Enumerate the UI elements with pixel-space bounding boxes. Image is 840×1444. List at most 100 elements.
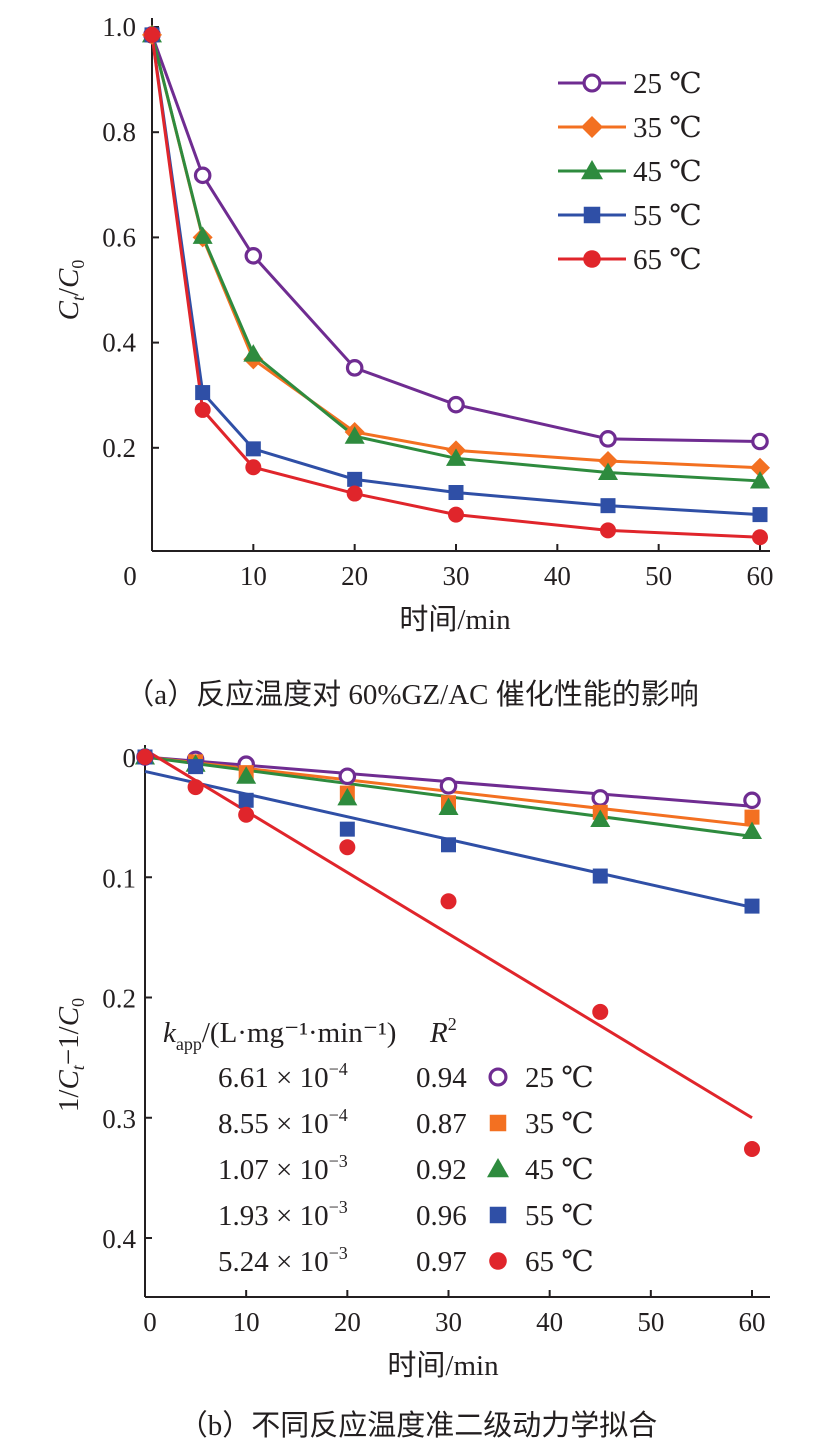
chart-b-x-axis-label: 时间/min: [387, 1349, 499, 1382]
data-point: [339, 821, 355, 837]
data-point: [590, 809, 611, 828]
kinetics-legend-label: 55 ℃: [525, 1200, 594, 1232]
data-point: [347, 471, 363, 487]
data-point: [744, 809, 760, 825]
data-point: [744, 898, 760, 914]
chart-b-kinetics-table: kapp/(L·mg⁻¹·min⁻¹) R2 6.61 × 10−4 0.94 25…: [163, 1014, 594, 1278]
data-point: [137, 749, 153, 765]
kinetics-header: kapp/(L·mg⁻¹·min⁻¹): [163, 1017, 396, 1054]
kinetics-r2-value: 0.92: [416, 1154, 467, 1186]
kinetics-r2-value: 0.87: [416, 1108, 467, 1140]
chart-a-x-tick-label: 50: [645, 561, 672, 591]
chart-a-y-tick-label: 1.0: [102, 12, 136, 42]
data-point: [344, 426, 365, 444]
data-point: [238, 792, 254, 808]
data-point: [592, 1003, 609, 1020]
kinetics-legend-marker: [489, 1114, 507, 1132]
kinetics-legend-label: 65 ℃: [525, 1246, 594, 1278]
kinetics-legend-label: 35 ℃: [525, 1108, 594, 1140]
kinetics-legend-marker: [489, 1252, 507, 1270]
chart-a-axes: 0 10 20 30 40 50 60 0.2 0.4 0.6 0.8 1.0: [102, 12, 773, 591]
chart-b-marks: [135, 747, 762, 1158]
data-point: [338, 767, 357, 786]
chart-a-x-tick-label: 30: [443, 561, 470, 591]
data-point: [599, 430, 617, 448]
chart-b-y-tick-label: 0.4: [102, 1224, 136, 1254]
kinetics-legend-marker: [488, 1067, 508, 1087]
data-point: [598, 450, 618, 471]
chart-b-x-tick-label: 0: [143, 1307, 157, 1337]
data-point: [448, 485, 464, 501]
legend-label: 65 ℃: [633, 244, 702, 276]
chart-a-x-tick-label: 60: [747, 561, 774, 591]
chart-a-caption: （a）反应温度对 60%GZ/AC 催化性能的影响: [125, 678, 699, 711]
legend-marker: [582, 73, 602, 93]
chart-b-axes: 0 10 20 30 40 50 60 0 0.1 0.2 0.3 0.4: [102, 743, 770, 1337]
chart-b-y-tick-label: 0.1: [102, 863, 136, 893]
chart-a-x-tick-label: 40: [544, 561, 571, 591]
data-point: [339, 839, 356, 856]
kinetics-k-value: 1.07 × 10−3: [218, 1151, 348, 1186]
data-point: [752, 507, 768, 523]
kinetics-r2-value: 0.96: [416, 1200, 467, 1232]
chart-a-legend: 25 ℃ 35 ℃ 45 ℃ 55 ℃ 65 ℃: [558, 68, 702, 276]
data-point: [245, 441, 261, 457]
kinetics-k-value: 6.61 × 10−4: [218, 1059, 348, 1094]
data-point: [752, 529, 768, 546]
legend-marker: [581, 160, 603, 180]
kinetics-k-value: 8.55 × 10−4: [218, 1105, 348, 1140]
chart-b-caption: （b）不同反应温度准二级动力学拟合: [179, 1409, 658, 1442]
data-point: [600, 522, 616, 539]
data-point: [188, 759, 204, 775]
data-point: [592, 868, 608, 884]
data-point: [751, 432, 769, 451]
legend-label: 35 ℃: [633, 112, 702, 144]
kinetics-r2-value: 0.97: [416, 1246, 467, 1278]
kinetics-legend-label: 25 ℃: [525, 1062, 594, 1094]
kinetics-r2-value: 0.94: [416, 1062, 467, 1094]
data-point: [744, 1141, 760, 1158]
data-point: [750, 470, 770, 489]
kinetics-k-value: 1.93 × 10−3: [218, 1197, 348, 1232]
data-point: [346, 485, 363, 502]
kinetics-legend-marker: [487, 1158, 509, 1178]
chart-b: 0 10 20 30 40 50 60 0 0.1 0.2 0.3 0.4 kapp/(L·mg⁻¹·…: [53, 743, 770, 1442]
chart-a-y-tick-label: 0.8: [102, 117, 136, 147]
chart-b-x-tick-label: 40: [536, 1307, 563, 1337]
legend-marker: [581, 116, 603, 138]
data-point: [742, 821, 762, 840]
data-point: [337, 787, 358, 806]
data-point: [750, 457, 770, 478]
chart-b-y-tick-label: 0.2: [102, 984, 136, 1014]
legend-label: 25 ℃: [633, 68, 702, 100]
data-point: [187, 779, 204, 796]
data-point: [440, 893, 457, 910]
data-point: [448, 506, 464, 523]
data-point: [446, 448, 466, 466]
chart-a-y-tick-label: 0.6: [102, 222, 136, 252]
legend-label: 45 ℃: [633, 156, 702, 188]
data-point: [236, 766, 257, 784]
chart-b-x-tick-label: 10: [233, 1307, 260, 1337]
chart-b-x-tick-label: 50: [637, 1307, 664, 1337]
legend-marker: [583, 250, 601, 268]
data-point: [743, 791, 761, 810]
chart-b-x-tick-label: 30: [435, 1307, 462, 1337]
chart-a-marks: [142, 24, 770, 546]
chart-a-y-axis-label: Ct/C0: [53, 260, 88, 321]
chart-a-x-tick-label: 10: [240, 561, 267, 591]
chart-a-y-tick-label: 0.4: [102, 328, 136, 358]
chart-a-x-tick-label: 20: [341, 561, 368, 591]
legend-marker: [583, 206, 601, 224]
data-point: [345, 359, 364, 377]
chart-a-y-tick-label: 0.2: [102, 433, 136, 463]
legend-label: 55 ℃: [633, 200, 702, 232]
data-point: [600, 498, 616, 514]
data-point: [243, 344, 264, 362]
chart-a: 0 10 20 30 40 50 60 0.2 0.4 0.6 0.8 1.0 25 ℃ 35 ℃ 45 …: [53, 12, 774, 711]
kinetics-legend-label: 45 ℃: [525, 1154, 594, 1186]
data-point: [238, 806, 255, 823]
data-point: [245, 459, 262, 476]
chart-b-x-tick-label: 20: [334, 1307, 361, 1337]
